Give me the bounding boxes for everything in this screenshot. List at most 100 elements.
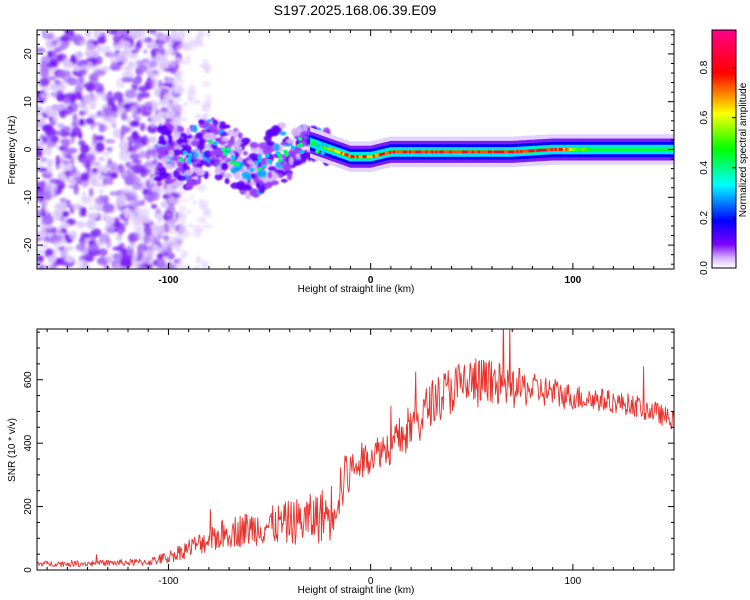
signal-blob — [286, 172, 293, 181]
noise-blob — [168, 252, 175, 260]
signal-blob — [165, 179, 174, 184]
signal-blob — [160, 157, 171, 163]
ridge-core — [469, 150, 473, 154]
signal-blob — [227, 139, 235, 146]
ridge-core — [447, 150, 450, 154]
noise-blob — [174, 105, 184, 113]
noise-blob — [107, 52, 119, 61]
noise-blob — [152, 259, 158, 266]
noise-blob — [70, 155, 75, 166]
noise-blob — [156, 101, 165, 106]
signal-blob — [211, 144, 218, 151]
noise-blob — [43, 147, 53, 156]
noise-blob — [155, 208, 161, 214]
signal-blob — [214, 168, 223, 175]
noise-blob — [131, 164, 143, 174]
noise-blob — [38, 197, 44, 203]
noise-blob — [70, 136, 75, 144]
noise-blobs — [37, 30, 213, 269]
noise-blob — [117, 163, 125, 174]
noise-blob — [61, 158, 66, 164]
signal-blob — [249, 141, 259, 149]
noise-blob — [106, 226, 116, 234]
noise-blob — [58, 70, 66, 79]
noise-blob — [121, 49, 128, 58]
ridge-blob — [297, 136, 303, 141]
ridge-core — [542, 148, 545, 152]
ridge-core — [471, 150, 475, 154]
noise-blob — [106, 238, 112, 250]
noise-blob — [179, 224, 186, 232]
ridge-core — [431, 150, 434, 154]
noise-blob — [84, 236, 90, 245]
signal-blob — [241, 171, 251, 180]
noise-blob — [146, 144, 154, 150]
noise-blob — [40, 205, 46, 216]
noise-blob — [144, 101, 153, 108]
x-tick-label: 0 — [368, 275, 374, 286]
noise-blob — [42, 33, 53, 40]
ridge-blob — [257, 166, 263, 171]
ridge-core — [554, 148, 558, 151]
signal-blob — [233, 130, 238, 139]
noise-blob — [168, 218, 179, 226]
noise-blob — [203, 200, 209, 208]
noise-blob — [105, 176, 114, 185]
noise-blob — [98, 123, 106, 133]
spectrogram-y-axis-label: Frequency (Hz) — [7, 116, 18, 185]
ridge-core — [421, 150, 424, 154]
noise-blob — [105, 216, 115, 225]
colorbar-gradient — [711, 29, 737, 269]
ridge-core — [587, 148, 590, 151]
ridge-core — [435, 150, 438, 154]
noise-blob — [88, 102, 97, 110]
signal-blob — [160, 139, 167, 146]
ridge-core — [568, 148, 572, 151]
noise-blob — [132, 224, 144, 231]
noise-blob — [107, 158, 112, 165]
noise-blob — [88, 205, 94, 211]
noise-blob — [179, 30, 185, 37]
signal-cluster — [153, 117, 335, 200]
noise-blob — [39, 117, 45, 127]
noise-blob — [118, 227, 123, 236]
noise-blob — [147, 259, 154, 265]
ridge-blob — [257, 158, 263, 163]
noise-blob — [96, 241, 107, 246]
noise-blob — [39, 67, 50, 78]
ridge-blob — [182, 150, 188, 155]
noise-blob — [92, 133, 98, 144]
noise-blob — [88, 187, 94, 197]
signal-blob — [257, 148, 263, 155]
noise-blob — [132, 181, 143, 190]
noise-blob — [50, 234, 62, 242]
noise-blob — [37, 230, 48, 239]
signal-blob — [295, 153, 302, 159]
noise-blob — [109, 116, 117, 127]
noise-blob — [72, 113, 78, 124]
noise-blob — [137, 243, 147, 250]
ridge-blob — [233, 161, 238, 166]
signal-blob — [267, 166, 277, 172]
signal-blob — [263, 181, 273, 189]
noise-blob — [53, 202, 63, 213]
ridge-core — [463, 150, 467, 154]
noise-blob — [195, 255, 202, 264]
ridge-core — [336, 150, 339, 154]
noise-blob — [202, 113, 210, 118]
signal-blob — [195, 132, 204, 140]
noise-blob — [54, 209, 63, 217]
signal-blob — [288, 156, 294, 165]
noise-blob — [95, 142, 105, 153]
noise-blob — [74, 91, 82, 100]
noise-blob — [112, 190, 118, 196]
signal-blob — [177, 126, 184, 132]
noise-blob — [156, 39, 164, 49]
noise-blob — [192, 224, 203, 232]
ridge-core — [560, 148, 564, 151]
ridge-core — [392, 150, 396, 154]
ridge-blob — [320, 151, 325, 156]
noise-blob — [37, 140, 45, 150]
noise-blob — [158, 79, 163, 89]
